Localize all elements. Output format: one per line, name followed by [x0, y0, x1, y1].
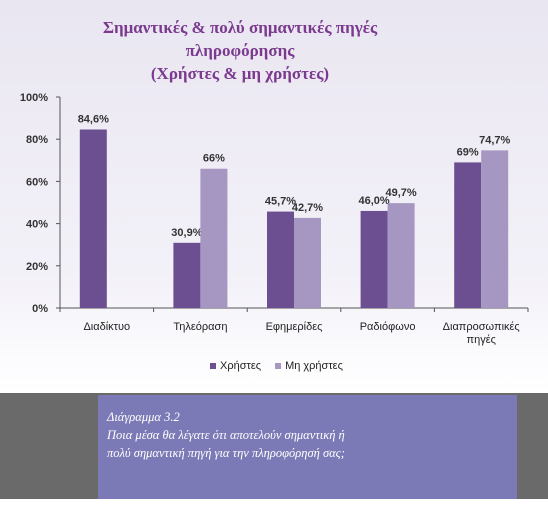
caption-box: [98, 395, 517, 499]
legend-label-users: Χρήστες: [220, 360, 262, 372]
data-label: 49,7%: [385, 187, 416, 199]
bar-non-users: [481, 150, 509, 308]
bar-users: [79, 129, 107, 308]
data-label: 46,0%: [358, 195, 389, 207]
x-category-label: Διαπροσωπικές: [443, 321, 520, 333]
data-label: 66%: [203, 153, 225, 165]
chart-title: Σημαντικές & πολύ σημαντικές πηγές πληρο…: [40, 16, 440, 85]
data-label: 69%: [457, 146, 479, 158]
y-tick-label: 80%: [26, 134, 48, 146]
legend-swatch-non-users: [275, 363, 282, 369]
caption-question-line-1: Ποια μέσα θα λέγατε ότι αποτελούν σημαντ…: [107, 428, 345, 442]
data-label: 42,7%: [292, 202, 323, 214]
bar-users: [173, 242, 201, 308]
caption-figure-number: Διάγραμμα 3.2: [107, 410, 180, 424]
data-label: 45,7%: [265, 196, 296, 208]
data-label: 84,6%: [78, 113, 109, 125]
y-tick-label: 60%: [26, 176, 48, 188]
x-category-label: πηγές: [466, 334, 495, 346]
bar-users: [360, 210, 388, 308]
y-tick-label: 20%: [26, 261, 48, 273]
x-category-label: Εφημερίδες: [266, 321, 323, 333]
y-tick-label: 100%: [20, 92, 48, 104]
caption-question-line-2: πολύ σημαντική πηγή για την πληροφόρησή …: [107, 446, 345, 460]
bar-non-users: [200, 168, 228, 308]
bar-non-users: [387, 203, 415, 308]
bar-users: [267, 211, 294, 308]
x-category-label: Διαδίκτυο: [83, 321, 130, 333]
x-category-label: Τηλεόραση: [173, 321, 227, 333]
figure-caption: Διάγραμμα 3.2 Ποια μέσα θα λέγατε ότι απ…: [107, 408, 512, 462]
bar-users: [454, 162, 482, 308]
x-category-label: Ραδιόφωνο: [360, 321, 416, 333]
legend-item-non-users: Μη χρήστες: [275, 360, 343, 372]
legend-item-users: Χρήστες: [210, 360, 261, 372]
data-label: 74,7%: [479, 134, 510, 146]
legend-label-non-users: Μη χρήστες: [285, 360, 343, 372]
bar-chart: 0% 20% 40% 60% 80% 100% 84,6% Διαδίκτυο 30,9% 66%…: [20, 92, 529, 346]
bar-non-users: [294, 217, 321, 308]
chart-legend: Χρήστες Μη χρήστες: [210, 355, 390, 377]
chart-title-line-3: (Χρήστες & μη χρήστες): [150, 64, 330, 83]
legend-swatch-users: [210, 363, 216, 369]
chart-title-line-1: Σημαντικές & πολύ σημαντικές πηγές: [102, 18, 378, 37]
chart-title-line-2: πληροφόρησης: [185, 41, 295, 60]
y-tick-label: 0%: [32, 303, 48, 315]
data-label: 30,9%: [171, 227, 202, 239]
y-tick-label: 40%: [26, 219, 48, 231]
